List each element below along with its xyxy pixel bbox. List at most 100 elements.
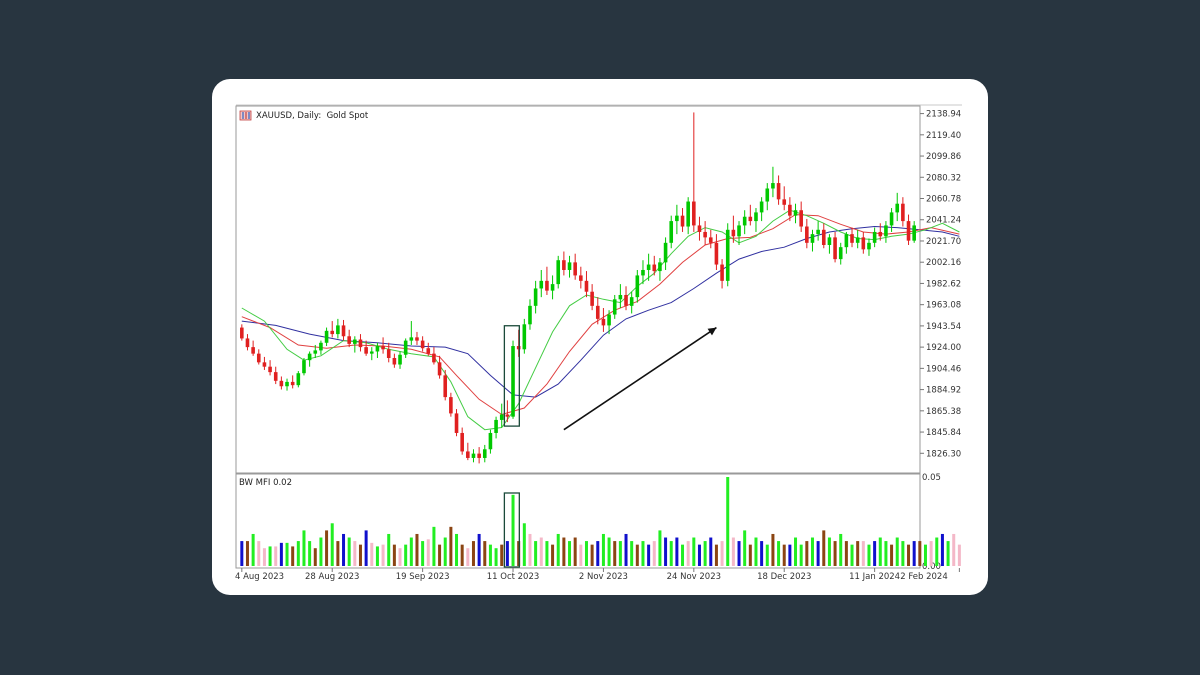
price-tick-label: 2060.78	[926, 195, 961, 205]
candle-body	[313, 350, 318, 354]
mfi-bar	[844, 541, 848, 566]
candle-body	[245, 338, 250, 348]
x-tick-label: 2 Feb 2024	[900, 572, 948, 582]
mfi-bars	[240, 477, 961, 566]
candle-body	[477, 453, 481, 458]
candle	[522, 318, 527, 354]
candle	[782, 186, 787, 211]
x-tick-label: 11 Jan 2024	[849, 572, 900, 582]
mfi-bar	[929, 541, 933, 566]
candle	[460, 427, 464, 455]
candle	[516, 329, 521, 357]
mfi-bar	[443, 537, 447, 566]
candle	[319, 340, 323, 355]
mfi-bar	[285, 542, 289, 566]
candle	[273, 366, 278, 385]
candle	[240, 324, 244, 341]
candle	[805, 218, 809, 249]
candle	[313, 344, 318, 358]
price-tick-label: 2041.24	[926, 216, 961, 226]
mfi-bar	[257, 541, 261, 566]
mfi-bar	[596, 541, 600, 566]
mfi-bar	[375, 546, 379, 566]
mfi-bar	[737, 541, 741, 566]
mfi-bar	[251, 533, 255, 566]
mfi-bar	[720, 541, 724, 566]
candle	[720, 259, 724, 289]
mfi-bar	[692, 537, 696, 566]
price-tick-label: 1845.84	[926, 428, 961, 438]
mfi-bar	[494, 548, 498, 566]
mfi-bar	[415, 533, 419, 566]
candle-body	[703, 231, 707, 238]
mfi-bar	[466, 548, 470, 566]
mfi-bar	[867, 544, 871, 566]
chart-card: XAUUSD, Daily: Gold Spot 2138.94 2119.40 2…	[212, 79, 988, 595]
candle-body	[805, 226, 809, 243]
candle	[652, 255, 657, 276]
candle	[398, 351, 402, 369]
mfi-bar	[664, 537, 668, 566]
mfi-bar	[697, 544, 701, 566]
mfi-bar	[957, 544, 961, 566]
candle-body	[895, 203, 900, 213]
candle	[471, 449, 476, 463]
candle-body	[889, 212, 894, 226]
candle-body	[251, 347, 255, 354]
candle	[607, 310, 611, 335]
candle	[686, 197, 690, 235]
candle	[545, 266, 549, 295]
candle-body	[369, 351, 374, 354]
mfi-bar	[262, 548, 266, 566]
mfi-bar	[861, 541, 865, 566]
candle-body	[607, 314, 611, 326]
candle	[816, 221, 820, 241]
candle-body	[307, 353, 312, 361]
mfi-bar	[279, 542, 283, 566]
candle-body	[437, 362, 442, 376]
mfi-bar	[500, 544, 504, 566]
mfi-bar	[370, 542, 374, 566]
candle	[663, 237, 668, 270]
candle-body	[262, 362, 267, 367]
candle-body	[545, 280, 549, 291]
candle-body	[771, 183, 775, 189]
trading-chart: XAUUSD, Daily: Gold Spot 2138.942119.402…	[235, 104, 962, 582]
candle	[867, 238, 871, 256]
mfi-bar	[912, 541, 916, 566]
mfi-bar	[669, 541, 673, 566]
candle-body	[692, 201, 696, 226]
candle	[403, 338, 408, 358]
candle	[573, 253, 577, 280]
candle	[381, 337, 385, 354]
mfi-bar	[782, 544, 786, 566]
mfi-bar	[477, 533, 481, 566]
candle-body	[595, 305, 600, 319]
candle-body	[821, 229, 826, 245]
mfi-bar	[771, 533, 775, 566]
candle-body	[471, 453, 476, 458]
mfi-bar	[562, 537, 566, 566]
candle-body	[443, 375, 448, 398]
mfi-bar	[584, 541, 588, 566]
mfi-bar	[794, 537, 798, 566]
candle	[511, 340, 515, 419]
candle-body	[737, 225, 741, 237]
candle	[290, 375, 295, 389]
candle	[629, 291, 634, 314]
mfi-bar	[647, 544, 651, 566]
candle	[437, 355, 442, 379]
signal-highlight-box	[503, 325, 520, 427]
candle-body	[279, 380, 284, 387]
mfi-bar	[731, 537, 735, 566]
mfi-bar	[325, 530, 329, 566]
indicator-y-axis: 0.05 0.00	[922, 473, 941, 572]
trend-arrow-line	[563, 326, 717, 431]
mfi-bar	[822, 530, 826, 566]
candle	[675, 204, 679, 235]
candle	[827, 234, 832, 254]
chart-title: XAUUSD, Daily: Gold Spot	[256, 111, 369, 121]
candle	[482, 444, 487, 463]
candle	[454, 409, 459, 437]
candle	[375, 342, 380, 358]
